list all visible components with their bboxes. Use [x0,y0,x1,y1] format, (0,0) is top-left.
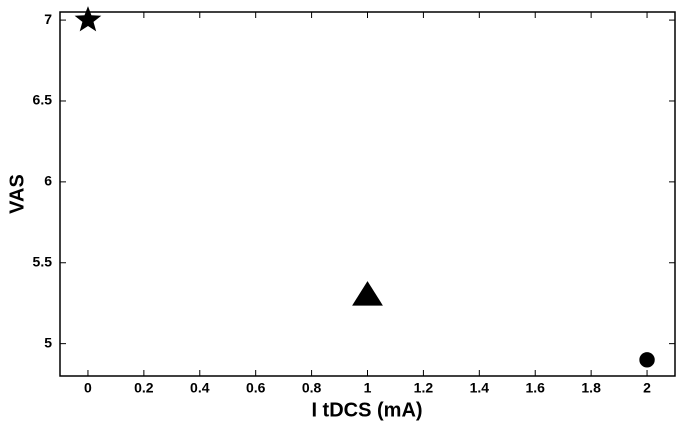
x-tick-label: 0.6 [246,380,266,396]
y-tick-label: 6.5 [33,92,53,108]
x-tick-label: 0.4 [190,380,210,396]
point [352,281,383,306]
x-tick-label: 0.8 [302,380,322,396]
x-tick-label: 1.8 [581,380,601,396]
x-tick-label: 2 [643,380,651,396]
x-axis-title: I tDCS (mA) [311,399,422,421]
plot-frame [59,11,676,377]
y-tick-label: 5 [44,334,52,350]
x-tick-label: 1.6 [525,380,545,396]
x-tick-label: 0.2 [134,380,154,396]
y-tick-label: 7 [44,11,52,27]
x-tick-label: 1.4 [470,380,490,396]
point [639,352,655,368]
y-tick-label: 5.5 [33,253,53,269]
y-axis-title: VAS [6,174,28,214]
x-tick-label: 1.2 [414,380,434,396]
x-tick-label: 0 [84,380,92,396]
x-tick-label: 1 [364,380,372,396]
point [74,6,102,32]
y-tick-label: 6 [44,173,52,189]
